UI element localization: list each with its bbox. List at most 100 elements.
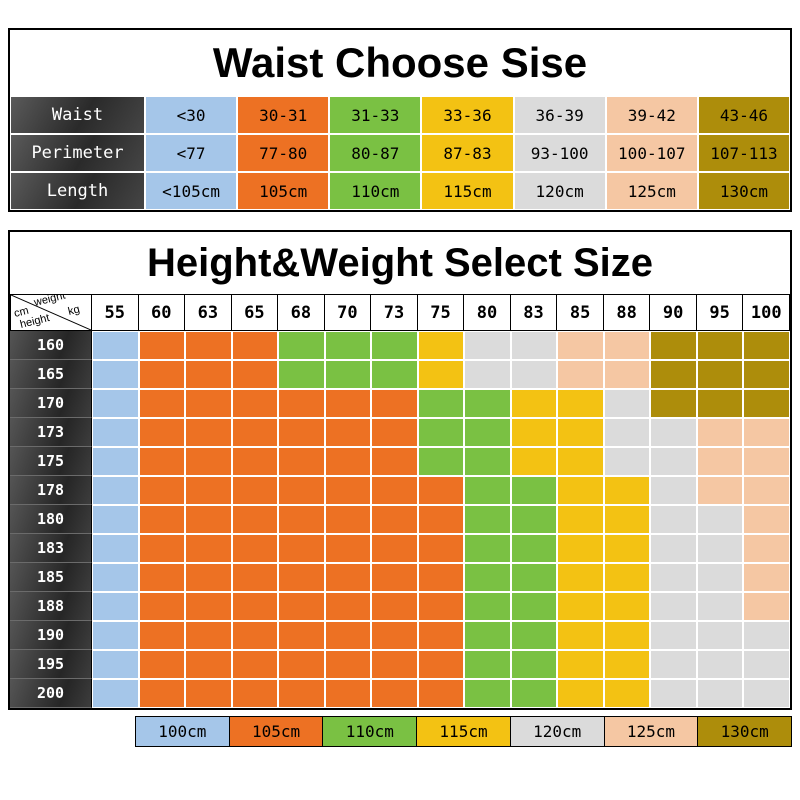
size-cell <box>278 592 325 621</box>
size-cell <box>417 418 465 447</box>
legend-item: 100cm <box>135 716 230 747</box>
height-label: 165 <box>10 360 92 389</box>
height-row: 178 <box>10 476 790 505</box>
waist-value-cell: 115cm <box>421 172 514 210</box>
size-cell <box>278 621 325 650</box>
axis-diagonal-icon: weight kg cm height <box>10 290 92 331</box>
size-cell <box>743 360 790 389</box>
size-cell <box>696 592 744 621</box>
legend-item: 110cm <box>323 716 418 747</box>
waist-value-cell: 31-33 <box>329 96 422 134</box>
size-cell <box>696 331 744 360</box>
size-cell <box>92 476 139 505</box>
size-cell <box>185 418 232 447</box>
waist-row-label: Waist <box>10 96 145 134</box>
size-cell <box>696 534 744 563</box>
height-label: 200 <box>10 679 92 708</box>
size-cell <box>603 505 651 534</box>
waist-value-cell: 77-80 <box>237 134 330 172</box>
waist-row-label: Perimeter <box>10 134 145 172</box>
size-cell <box>278 650 325 679</box>
legend-item: 105cm <box>229 716 324 747</box>
size-cell <box>557 679 604 708</box>
size-cell <box>464 418 511 447</box>
waist-value-cell: 130cm <box>697 172 790 210</box>
size-cell <box>743 447 790 476</box>
size-cell <box>464 534 511 563</box>
size-cell <box>278 418 325 447</box>
size-cell <box>603 389 651 418</box>
size-cell <box>138 534 186 563</box>
size-cell <box>510 679 558 708</box>
weight-header-cell: 60 <box>138 294 186 331</box>
size-cell <box>278 505 325 534</box>
size-cell <box>743 592 790 621</box>
size-cell <box>185 476 232 505</box>
height-row: 200 <box>10 679 790 708</box>
size-cell <box>510 505 558 534</box>
size-cell <box>603 534 651 563</box>
size-cell <box>92 621 139 650</box>
size-cell <box>185 679 232 708</box>
size-cell <box>417 563 465 592</box>
weight-header-cell: 68 <box>278 294 325 331</box>
size-cell <box>185 360 232 389</box>
waist-row-label: Length <box>10 172 145 210</box>
size-cell <box>231 476 279 505</box>
size-cell <box>417 621 465 650</box>
size-cell <box>231 505 279 534</box>
size-cell <box>696 476 744 505</box>
size-cell <box>185 621 232 650</box>
size-cell <box>371 447 418 476</box>
size-cell <box>603 679 651 708</box>
waist-value-cell: 120cm <box>513 172 606 210</box>
size-cell <box>185 505 232 534</box>
size-cell <box>138 389 186 418</box>
size-cell <box>324 331 372 360</box>
size-cell <box>324 447 372 476</box>
size-cell <box>510 563 558 592</box>
size-cell <box>278 331 325 360</box>
height-row: 190 <box>10 621 790 650</box>
size-legend: 100cm 105cm 110cm 115cm 120cm 125cm 130cm <box>135 716 793 747</box>
size-cell <box>324 476 372 505</box>
size-cell <box>371 505 418 534</box>
size-cell <box>603 592 651 621</box>
size-cell <box>92 592 139 621</box>
size-cell <box>510 447 558 476</box>
size-cell <box>324 621 372 650</box>
height-label: 180 <box>10 505 92 534</box>
size-cell <box>138 650 186 679</box>
size-cell <box>650 592 697 621</box>
size-cell <box>603 476 651 505</box>
size-cell <box>231 563 279 592</box>
size-cell <box>603 331 651 360</box>
size-cell <box>231 679 279 708</box>
size-cell <box>650 679 697 708</box>
height-label: 160 <box>10 331 92 360</box>
size-cell <box>417 476 465 505</box>
waist-value-cell: 93-100 <box>513 134 606 172</box>
size-cell <box>278 389 325 418</box>
size-cell <box>696 447 744 476</box>
size-cell <box>92 360 139 389</box>
size-cell <box>464 592 511 621</box>
size-cell <box>510 360 558 389</box>
size-cell <box>138 621 186 650</box>
size-cell <box>696 563 744 592</box>
size-cell <box>185 389 232 418</box>
weight-header-cell: 83 <box>510 294 558 331</box>
weight-header-cell: 100 <box>743 294 790 331</box>
size-cell <box>743 563 790 592</box>
size-cell <box>278 360 325 389</box>
size-cell <box>510 621 558 650</box>
size-cell <box>650 447 697 476</box>
size-cell <box>417 592 465 621</box>
size-cell <box>743 476 790 505</box>
size-cell <box>324 534 372 563</box>
height-label: 170 <box>10 389 92 418</box>
size-cell <box>324 679 372 708</box>
waist-value-cell: <30 <box>145 96 238 134</box>
size-cell <box>92 389 139 418</box>
weight-header-cell: 73 <box>371 294 418 331</box>
